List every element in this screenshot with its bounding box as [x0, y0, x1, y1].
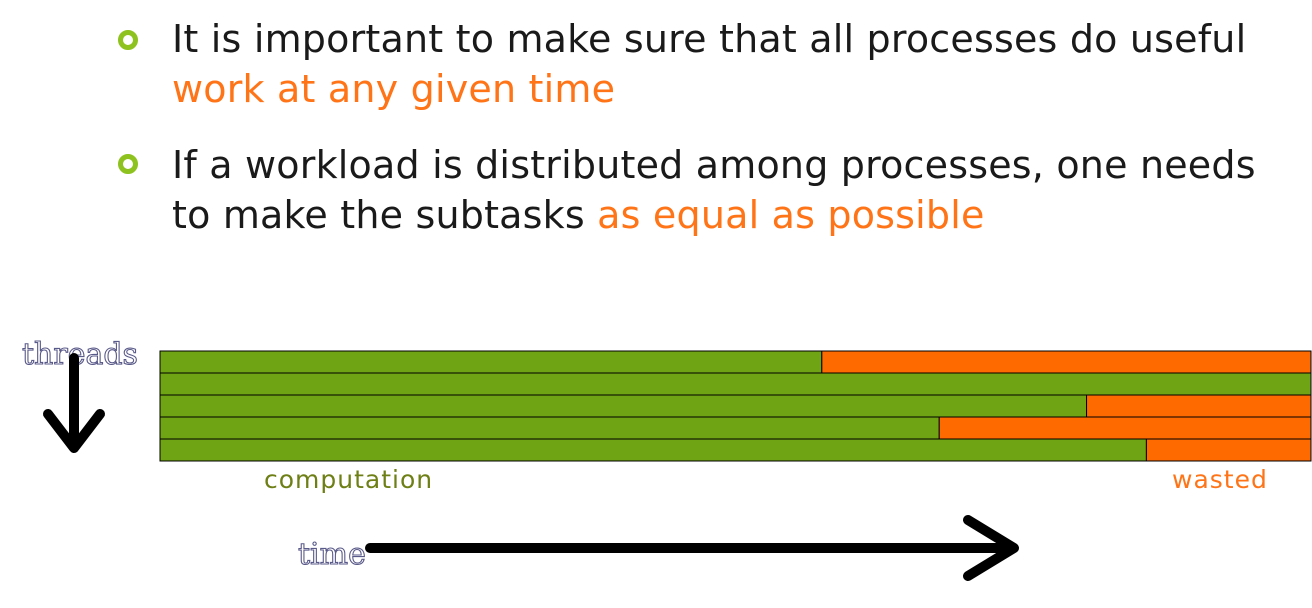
computation-legend: computation [264, 465, 433, 494]
bullet-1-highlight: work at any given time [172, 67, 616, 111]
thread-4-wasted-bar [938, 416, 1312, 440]
thread-1-wasted-bar [821, 350, 1312, 374]
time-arrow [365, 515, 1019, 581]
bullet-1-text: It is important to make sure that all pr… [172, 17, 1247, 61]
time-label: time [298, 537, 366, 572]
bullet-2-text: If a workload is distributed among proce… [172, 143, 1256, 237]
wasted-legend: wasted [1172, 465, 1268, 494]
thread-3-computation-bar [159, 394, 1088, 418]
bullet-2-highlight: as equal as possible [597, 193, 985, 237]
thread-2-computation-bar [159, 372, 1312, 396]
bullet-marker-1 [118, 30, 138, 50]
thread-1-computation-bar [159, 350, 823, 374]
bullet-text-1: It is important to make sure that all pr… [172, 14, 1292, 114]
bullet-marker-2 [118, 154, 138, 174]
thread-5-computation-bar [159, 438, 1147, 462]
load-balance-diagram: threads computation wasted time [21, 336, 1312, 581]
thread-4-computation-bar [159, 416, 940, 440]
threads-label: threads [22, 337, 138, 372]
thread-5-wasted-bar [1145, 438, 1312, 462]
thread-bars [159, 350, 1312, 462]
threads-arrow [43, 353, 105, 453]
bullet-text-2: If a workload is distributed among proce… [172, 140, 1292, 240]
thread-3-wasted-bar [1086, 394, 1312, 418]
